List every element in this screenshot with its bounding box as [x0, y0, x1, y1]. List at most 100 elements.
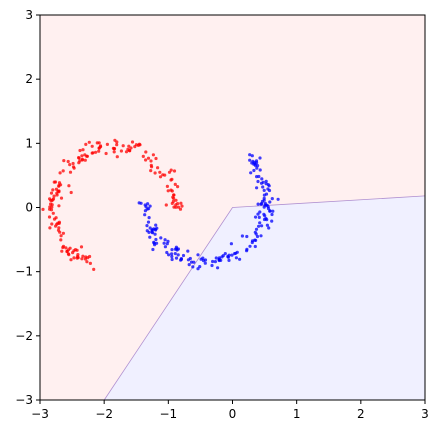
data-point [245, 235, 248, 238]
data-point [78, 149, 81, 152]
data-point [171, 202, 174, 205]
data-point [51, 203, 54, 206]
data-point [70, 191, 73, 194]
data-point [80, 245, 83, 248]
data-point [258, 221, 261, 224]
data-point [166, 240, 169, 243]
data-point [68, 163, 71, 166]
data-point [271, 210, 274, 213]
data-point [179, 202, 182, 205]
data-point [267, 183, 270, 186]
data-point [151, 248, 154, 251]
data-point [260, 177, 263, 180]
data-point [67, 160, 70, 163]
data-point [125, 150, 128, 153]
x-tick-label: 3 [421, 407, 429, 421]
data-point [270, 213, 273, 216]
data-point [106, 143, 109, 146]
data-point [58, 181, 61, 184]
data-point [122, 144, 125, 147]
data-point [148, 236, 151, 239]
data-point [89, 262, 92, 265]
data-point [91, 152, 94, 155]
data-point [241, 234, 244, 237]
data-point [73, 167, 76, 170]
data-point [143, 213, 146, 216]
data-point [172, 193, 175, 196]
data-point [261, 185, 264, 188]
data-point [96, 141, 99, 144]
data-point [113, 150, 116, 153]
data-point [84, 257, 87, 260]
data-point [61, 246, 64, 249]
data-point [245, 248, 248, 251]
data-point [88, 141, 91, 144]
data-point [257, 203, 260, 206]
data-point [175, 257, 178, 260]
data-point [255, 186, 258, 189]
data-point [254, 164, 257, 167]
data-point [248, 245, 251, 248]
data-point [159, 236, 162, 239]
data-point [97, 150, 100, 153]
data-point [258, 156, 261, 159]
x-tick-label: −1 [159, 407, 177, 421]
data-point [254, 245, 257, 248]
data-point [235, 256, 238, 259]
data-point [265, 193, 268, 196]
data-point [48, 215, 51, 218]
data-point [190, 261, 193, 264]
y-tick-label: 3 [25, 8, 33, 22]
data-point [271, 197, 274, 200]
data-point [258, 216, 261, 219]
data-point [164, 245, 167, 248]
data-point [215, 256, 218, 259]
data-point [127, 145, 130, 148]
data-point [257, 225, 260, 228]
data-point [91, 145, 94, 148]
data-point [144, 203, 147, 206]
data-point [174, 252, 177, 255]
data-point [251, 154, 254, 157]
data-point [50, 222, 53, 225]
data-point [57, 229, 60, 232]
data-point [218, 258, 221, 261]
data-point [86, 155, 89, 158]
data-point [220, 255, 223, 258]
data-point [52, 197, 55, 200]
data-point [170, 248, 173, 251]
data-point [186, 250, 189, 253]
data-point [251, 160, 254, 163]
data-point [62, 169, 65, 172]
data-point [131, 140, 134, 143]
x-tick-label: −2 [95, 407, 113, 421]
data-point [137, 144, 140, 147]
data-point [72, 162, 75, 165]
data-point [59, 171, 62, 174]
data-point [50, 192, 53, 195]
data-point [174, 206, 177, 209]
data-point [149, 169, 152, 172]
data-point [254, 216, 257, 219]
data-point [146, 208, 149, 211]
data-point [148, 216, 151, 219]
data-point [99, 144, 102, 147]
data-point [144, 158, 147, 161]
data-point [60, 197, 63, 200]
data-point [140, 202, 143, 205]
data-point [147, 157, 150, 160]
data-point [165, 251, 168, 254]
data-point [144, 150, 147, 153]
x-tick-label: −3 [31, 407, 49, 421]
data-point [188, 263, 191, 266]
data-point [128, 149, 131, 152]
data-point [60, 234, 63, 237]
data-point [262, 181, 265, 184]
data-point [62, 159, 65, 162]
data-point [170, 255, 173, 258]
data-point [158, 171, 161, 174]
data-point [211, 260, 214, 263]
data-point [67, 253, 70, 256]
data-point [76, 249, 79, 252]
